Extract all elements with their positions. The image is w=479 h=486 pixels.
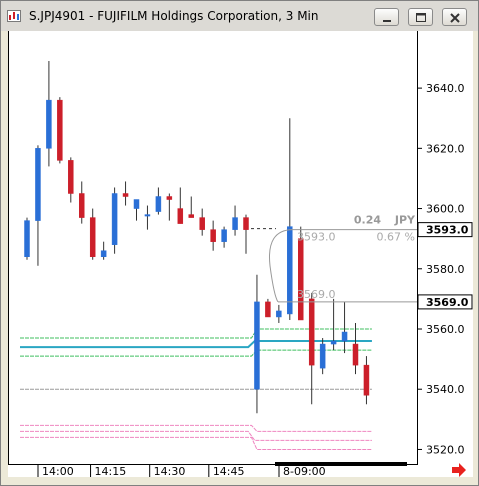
candle-body <box>243 217 249 230</box>
candle-body <box>35 148 41 221</box>
y-tick-label: 3540.0 <box>426 383 465 396</box>
x-tick-label: 14:15 <box>95 465 127 477</box>
candle-body <box>68 160 74 194</box>
x-axis: 14:00 14:15 14:30 14:45 8-09:00 <box>37 465 326 477</box>
candle-body <box>254 301 260 390</box>
candle-body <box>232 217 238 230</box>
candle-body <box>188 214 194 218</box>
x-tick-label: 14:30 <box>154 465 186 477</box>
close-button[interactable] <box>442 8 467 26</box>
chart-window-icon <box>7 10 21 22</box>
level-line-pink_3 <box>20 436 372 450</box>
window-title: S.JPJ4901 - FUJIFILM Holdings Corporatio… <box>29 9 319 23</box>
y-tick-label: 3620.0 <box>426 142 465 155</box>
title-bar[interactable]: S.JPJ4901 - FUJIFILM Holdings Corporatio… <box>1 1 478 31</box>
gap-bottom-price: 3569.0 <box>297 288 336 301</box>
annotations: 0.24 JPY 3593.0 0.67 % 3569.0 <box>251 214 417 303</box>
candle-body <box>298 238 304 321</box>
candle-body <box>144 214 151 217</box>
maximize-icon <box>416 13 426 22</box>
y-tick-label: 3560.0 <box>426 323 465 336</box>
candle-body <box>79 193 85 218</box>
scroll-right-arrow-icon[interactable] <box>452 463 466 477</box>
x-tick-label: 14:00 <box>42 465 74 477</box>
change-unit: JPY <box>394 214 416 227</box>
candle-body <box>210 229 216 242</box>
minimize-icon <box>383 20 391 22</box>
price-tag-label: 3593.0 <box>426 224 469 237</box>
price-tag-box <box>417 294 473 310</box>
scroll-right-button[interactable] <box>452 463 466 477</box>
candle-body <box>287 226 293 315</box>
change-percent: 0.67 <box>377 231 402 244</box>
candle-body <box>319 343 326 369</box>
candle-body <box>330 340 337 345</box>
maximize-button[interactable] <box>408 8 433 26</box>
candle-body <box>57 99 63 161</box>
y-tick-label: 3640.0 <box>426 82 465 95</box>
change-value: 0.24 <box>354 214 381 227</box>
candle-body <box>155 196 162 212</box>
plot-background <box>8 31 473 477</box>
chart-area[interactable]: 0.24 JPY 3593.0 0.67% 3569.0 3520.0 3540.0 356… <box>8 31 473 477</box>
candlestick-chart[interactable]: 0.24 JPY 3593.0 0.67 % 3569.0 3520.0 3540.0 356… <box>8 31 473 477</box>
candle-body <box>177 208 184 224</box>
gap-top-price: 3593.0 <box>297 231 336 244</box>
candle-body <box>24 220 30 257</box>
minimize-button[interactable] <box>374 8 399 26</box>
y-tick-label: 3580.0 <box>426 263 465 276</box>
percent-sign: % <box>405 231 415 244</box>
candle-body <box>276 310 282 318</box>
candle-body <box>100 250 107 257</box>
level-line-pink_1 <box>20 424 372 432</box>
y-tick-label: 3520.0 <box>426 443 465 456</box>
price-tag-label: 3569.0 <box>426 296 469 309</box>
candle-body <box>46 99 52 149</box>
level-line-pink_2 <box>20 430 372 441</box>
x-tick-label: 8-09:00 <box>283 465 326 477</box>
price-tags: 3593.0 3569.0 <box>417 222 473 310</box>
candle-body <box>363 364 370 396</box>
candle-body <box>89 217 96 257</box>
gap-arc <box>268 229 294 303</box>
price-tag-box <box>417 222 473 238</box>
candle-body <box>341 331 348 342</box>
candle-body <box>221 229 227 242</box>
close-icon <box>450 13 460 23</box>
candle-body <box>122 193 129 197</box>
x-tick-label: 14:45 <box>213 465 245 477</box>
candles <box>24 61 370 414</box>
candle-body <box>308 298 315 366</box>
candle-body <box>265 301 271 318</box>
candle-body <box>166 196 173 200</box>
time-cursor-bar <box>275 462 407 466</box>
candle-body <box>111 193 118 245</box>
y-axis: 3520.0 3540.0 3560.0 3580.0 3600.0 3620.0 3640… <box>417 82 465 456</box>
y-tick-label: 3600.0 <box>426 203 465 216</box>
candle-body <box>199 217 205 230</box>
candle-body <box>352 343 359 366</box>
candle-body <box>133 199 140 209</box>
